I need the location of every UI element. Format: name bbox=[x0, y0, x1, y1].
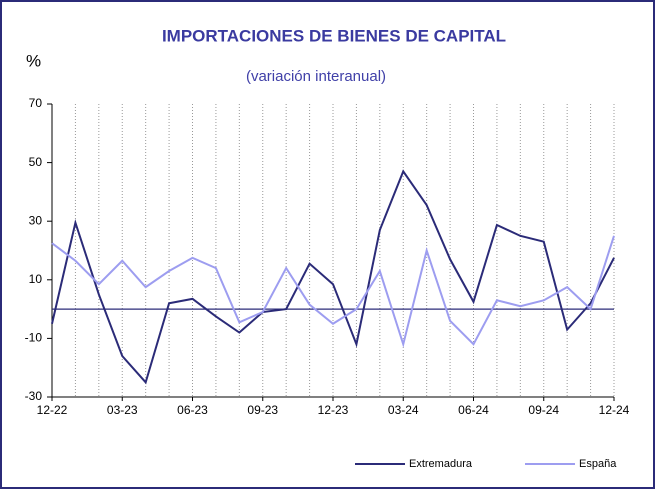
y-axis-label: % bbox=[26, 51, 41, 70]
series-line bbox=[51, 235, 615, 348]
chart-title: IMPORTACIONES DE BIENES DE CAPITAL bbox=[162, 26, 506, 45]
x-tick-label: 09-24 bbox=[528, 403, 559, 417]
y-tick-label: -30 bbox=[25, 389, 43, 403]
x-tick-label: 03-23 bbox=[107, 403, 138, 417]
y-tick-label: 50 bbox=[29, 155, 43, 169]
x-tick-label: 12-23 bbox=[318, 403, 349, 417]
y-tick-label: 70 bbox=[29, 96, 43, 110]
chart-subtitle: (variación interanual) bbox=[246, 68, 386, 85]
x-tick-label: 06-23 bbox=[177, 403, 208, 417]
series-line bbox=[51, 169, 615, 385]
legend-label: Extremadura bbox=[409, 458, 473, 470]
legend-label: España bbox=[579, 458, 617, 470]
y-tick-label: -10 bbox=[25, 331, 43, 345]
x-tick-label: 12-24 bbox=[599, 403, 630, 417]
x-tick-label: 06-24 bbox=[458, 403, 489, 417]
x-tick-label: 03-24 bbox=[388, 403, 419, 417]
y-tick-label: 30 bbox=[29, 213, 43, 227]
y-tick-label: 10 bbox=[29, 272, 43, 286]
x-tick-label: 12-22 bbox=[37, 403, 68, 417]
x-tick-label: 09-23 bbox=[247, 403, 278, 417]
